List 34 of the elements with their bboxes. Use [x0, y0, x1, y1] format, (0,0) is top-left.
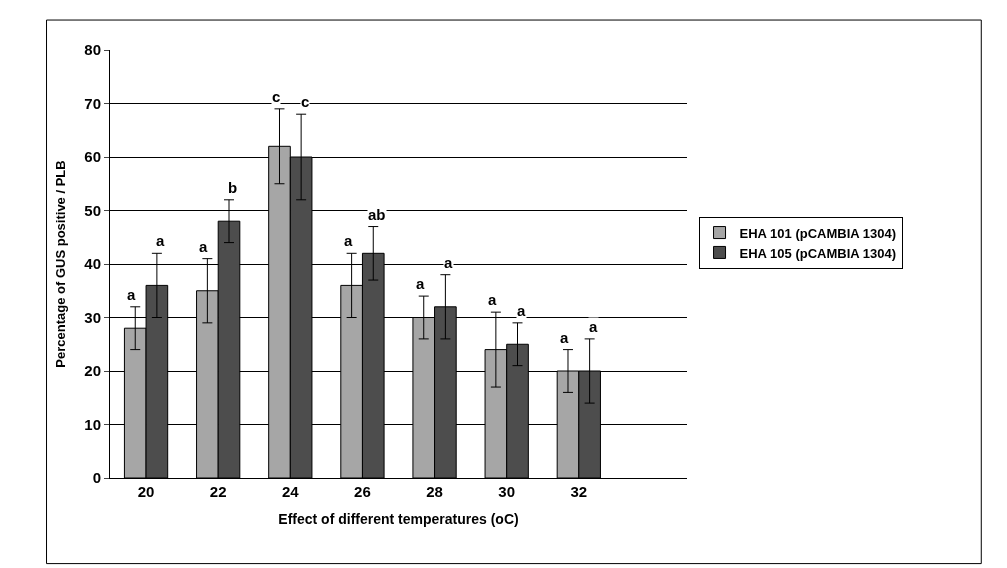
y-tick-label: 70 [84, 94, 101, 112]
y-tick-label: 30 [84, 308, 101, 326]
y-tick-label: 60 [84, 148, 101, 166]
data-label: a [344, 232, 353, 249]
x-tick-label: 20 [137, 483, 155, 500]
legend-label: EHA 101 (pCAMBIA 1304) [739, 225, 897, 241]
data-label: a [488, 291, 497, 308]
data-label: a [517, 302, 526, 319]
y-axis-title: Percentage of GUS positive / PLB [53, 160, 69, 368]
y-tick-label: 40 [84, 255, 101, 273]
data-label: ab [368, 206, 386, 223]
y-tick-label: 80 [84, 41, 101, 59]
data-label: c [301, 93, 310, 110]
data-label: a [589, 318, 598, 335]
legend-label: EHA 105 (pCAMBIA 1304) [739, 245, 897, 261]
data-label: a [560, 329, 569, 346]
data-label: a [416, 275, 425, 292]
y-tick-label: 0 [92, 469, 101, 487]
y-tick-label: 50 [84, 201, 101, 219]
x-tick-label: 32 [570, 483, 588, 500]
y-tick-label: 20 [84, 362, 101, 380]
x-tick-label: 22 [209, 483, 227, 500]
x-tick-label: 30 [498, 483, 516, 500]
data-label: c [272, 88, 281, 105]
x-tick-label: 28 [426, 483, 443, 500]
data-label: a [127, 286, 136, 303]
data-label: a [199, 238, 208, 255]
x-tick-label: 24 [281, 483, 300, 500]
data-label: a [156, 232, 165, 249]
x-axis-title: Effect of different temperatures (oC) [278, 511, 519, 528]
data-label: b [228, 179, 238, 196]
x-tick-label: 26 [354, 483, 371, 500]
data-label: a [444, 254, 453, 271]
y-tick-label: 10 [84, 415, 101, 433]
